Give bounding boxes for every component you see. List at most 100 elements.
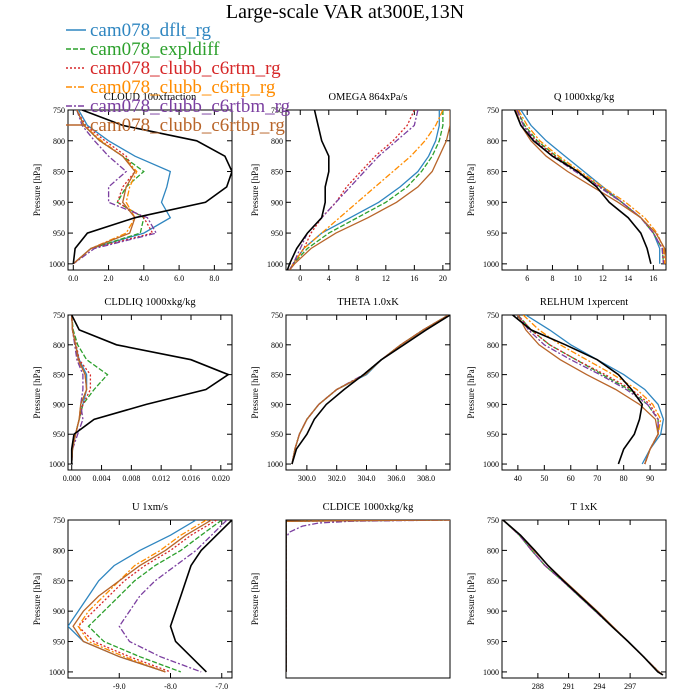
plot-frame — [501, 109, 667, 271]
series-line-5 — [118, 520, 228, 673]
obs-line — [286, 110, 330, 270]
series-lines — [286, 520, 450, 672]
y-tick-label: 850 — [271, 371, 283, 380]
y-tick-label: 800 — [487, 137, 499, 146]
series-lines — [502, 520, 664, 676]
series-line-4 — [72, 110, 138, 265]
y-tick-label: 850 — [487, 577, 499, 586]
series-line-2 — [291, 315, 449, 465]
panel-6: RELHUM 1xpercent Pressure [hPa] 750 800 850 9… — [466, 297, 667, 483]
panel-title: THETA 1.0xK — [337, 297, 399, 308]
x-tick-label: 40 — [514, 474, 522, 483]
panel-title: CLDICE 1000xkg/kg — [323, 502, 414, 513]
obs-line — [512, 315, 644, 465]
y-axis-label: Pressure [hPa] — [250, 573, 260, 625]
series-lines — [286, 110, 450, 270]
x-tick-label: 90 — [646, 474, 654, 483]
series-line-1 — [291, 315, 449, 465]
panel-3: Q 1000xkg/kg Pressure [hPa] 750 800 850 900 95… — [466, 92, 667, 283]
obs-line — [72, 110, 232, 264]
series-line-6 — [71, 315, 88, 465]
plot-frame — [285, 519, 451, 679]
y-tick-label: 950 — [53, 638, 65, 647]
panel-4: CLDLIQ 1000xkg/kg Pressure [hPa] 750 800 850… — [32, 297, 233, 483]
plot-frame — [67, 109, 233, 271]
series-line-2 — [286, 520, 450, 672]
series-line-6 — [72, 520, 212, 673]
series-line-4 — [77, 520, 207, 673]
y-tick-label: 750 — [271, 106, 283, 115]
panel-1: CLOUD 100xfraction Pressure [hPa] 750 800 85… — [32, 92, 233, 283]
y-tick-label: 800 — [271, 137, 283, 146]
series-line-6 — [291, 315, 449, 465]
panel-7: U 1xm/s Pressure [hPa] 750 800 850 900 950 1000… — [32, 502, 233, 691]
panel-title: U 1xm/s — [132, 502, 168, 513]
y-axis-label: Pressure [hPa] — [466, 366, 476, 418]
series-line-1 — [289, 110, 440, 270]
x-tick-label: 16 — [649, 274, 657, 283]
y-tick-label: 950 — [271, 430, 283, 439]
x-tick-label: 14 — [624, 274, 632, 283]
panel-9: T 1xK Pressure [hPa] 750 800 850 900 950 1000 28… — [466, 502, 667, 691]
x-tick-label: 50 — [540, 474, 548, 483]
x-tick-label: 60 — [567, 474, 575, 483]
y-tick-label: 900 — [487, 400, 499, 409]
y-tick-label: 750 — [53, 311, 65, 320]
y-tick-label: 900 — [487, 607, 499, 616]
legend-label: cam078_clubb_c6rtbm_rg — [90, 96, 291, 117]
y-axis-label: Pressure [hPa] — [250, 366, 260, 418]
series-line-4 — [522, 315, 662, 465]
y-axis-label: Pressure [hPa] — [32, 164, 42, 216]
legend-label: cam078_clubb_c6rtp_rg — [90, 77, 276, 98]
legend-label: cam078_expldiff — [90, 39, 220, 60]
y-tick-label: 1000 — [267, 460, 283, 469]
y-tick-label: 850 — [53, 168, 65, 177]
y-tick-label: 750 — [487, 106, 499, 115]
y-tick-label: 750 — [487, 311, 499, 320]
x-tick-label: 2.0 — [104, 274, 114, 283]
obs-line — [169, 520, 232, 673]
y-tick-label: 950 — [487, 638, 499, 647]
x-tick-label: 8 — [355, 274, 359, 283]
x-tick-label: -8.0 — [164, 682, 177, 691]
obs-line — [513, 110, 652, 264]
x-tick-label: 0.012 — [152, 474, 170, 483]
y-tick-label: 800 — [53, 341, 65, 350]
panel-title: CLOUD 100xfraction — [104, 92, 197, 103]
x-tick-label: 70 — [593, 474, 601, 483]
x-tick-label: 8.0 — [209, 274, 219, 283]
series-line-6 — [289, 110, 450, 270]
x-tick-label: 6 — [525, 274, 529, 283]
series-line-4 — [286, 520, 450, 672]
y-tick-label: 750 — [53, 106, 65, 115]
series-line-5 — [72, 110, 158, 265]
series-line-1 — [68, 520, 197, 673]
y-axis-label: Pressure [hPa] — [250, 164, 260, 216]
y-tick-label: 750 — [53, 516, 65, 525]
y-tick-label: 950 — [53, 229, 65, 238]
series-line-5 — [291, 315, 449, 465]
y-tick-label: 800 — [271, 341, 283, 350]
y-tick-label: 850 — [53, 577, 65, 586]
series-line-1 — [520, 110, 661, 264]
y-tick-label: 750 — [271, 311, 283, 320]
y-tick-label: 900 — [53, 198, 65, 207]
panel-2: OMEGA 864xPa/s Pressure [hPa] 750 800 850 900… — [250, 92, 451, 283]
plot-frame — [285, 314, 451, 471]
x-tick-label: 80 — [620, 474, 628, 483]
plot-frame — [501, 519, 667, 679]
series-line-1 — [525, 315, 665, 465]
series-line-6 — [286, 520, 450, 672]
y-tick-label: 1000 — [267, 260, 283, 269]
x-tick-label: 306.0 — [387, 474, 405, 483]
series-line-1 — [286, 520, 450, 672]
y-tick-label: 1000 — [483, 260, 499, 269]
series-lines — [512, 315, 665, 465]
y-tick-label: 950 — [487, 430, 499, 439]
figure-title: Large-scale VAR at300E,13N — [226, 1, 464, 23]
y-tick-label: 850 — [271, 168, 283, 177]
legend-label: cam078_dflt_rg — [90, 20, 212, 41]
plot-frame — [501, 314, 667, 471]
series-line-5 — [286, 520, 450, 672]
